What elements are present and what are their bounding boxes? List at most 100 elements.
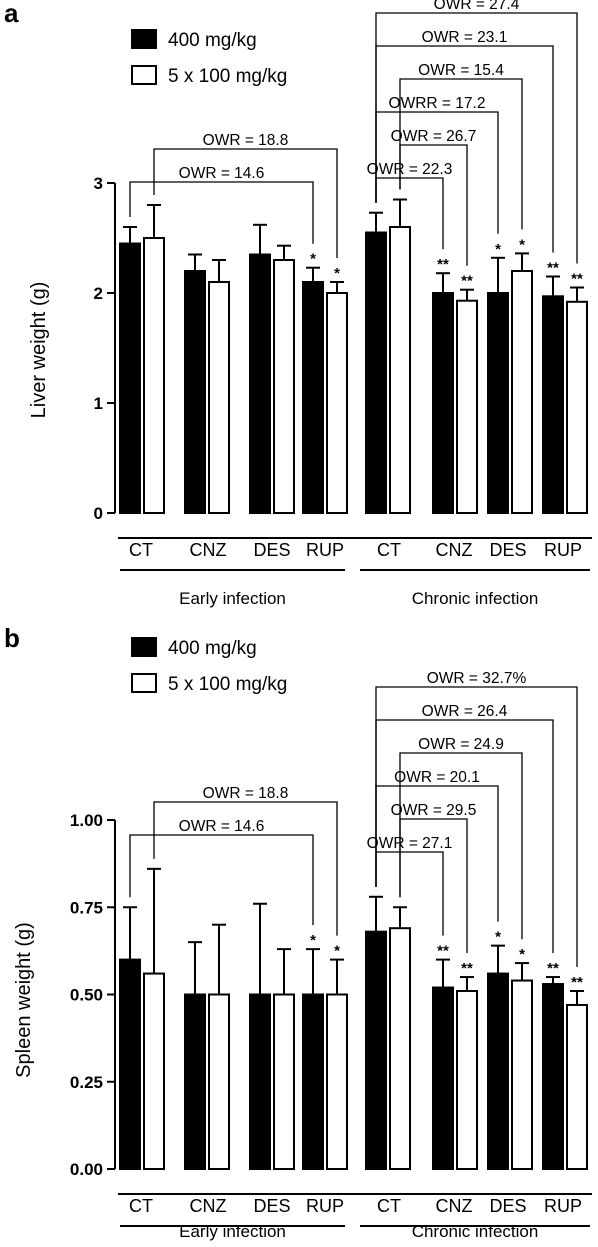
group-label: Early infection: [179, 589, 286, 608]
legend-swatch-400: [131, 29, 157, 49]
bar-400: [184, 993, 206, 1170]
y-tick-label: 3: [94, 174, 103, 193]
x-category-label: DES: [489, 1196, 526, 1216]
x-category-label: RUP: [544, 540, 582, 560]
bar-400: [302, 993, 324, 1170]
owr-label: OWR = 26.4: [422, 703, 508, 720]
owr-label: OWR = 26.7: [391, 128, 477, 145]
comparison-bracket: [129, 181, 314, 244]
owr-label: OWR = 14.6: [179, 818, 265, 835]
significance-star: **: [571, 974, 583, 991]
legend: 400 mg/kg 5 x 100 mg/kg: [131, 637, 287, 695]
significance-star: **: [461, 273, 473, 290]
bar-400: [432, 986, 454, 1170]
owr-label: OWR = 29.5: [391, 802, 477, 819]
bar-5x100: [456, 299, 478, 515]
bar-5x100: [566, 300, 588, 514]
legend: 400 mg/kg 5 x 100 mg/kg: [131, 29, 287, 87]
comparison-bracket: [375, 851, 444, 936]
bar-5x100: [273, 993, 295, 1170]
y-tick-label: 0.75: [70, 898, 103, 917]
bar-400: [302, 281, 324, 514]
bar-5x100: [511, 979, 533, 1171]
plot-area: 0.000.250.500.751.00************CT CNZ DES…: [70, 670, 592, 1241]
bar-400: [432, 292, 454, 514]
y-tick-label: 0.25: [70, 1073, 103, 1092]
bar-5x100: [389, 226, 411, 514]
significance-star: *: [310, 251, 316, 268]
significance-star: **: [547, 960, 559, 977]
significance-star: **: [461, 960, 473, 977]
x-category-label: CNZ: [190, 1196, 227, 1216]
x-category-label: CT: [377, 1196, 401, 1216]
bar-400: [542, 983, 564, 1170]
x-category-label: CNZ: [436, 1196, 473, 1216]
x-category-label: RUP: [544, 1196, 582, 1216]
significance-star: **: [437, 256, 449, 273]
y-tick-label: 2: [94, 284, 103, 303]
bar-400: [487, 972, 509, 1170]
y-axis-title: Spleen weight (g): [13, 922, 35, 1078]
significance-star: *: [519, 946, 525, 963]
significance-star: *: [334, 265, 340, 282]
bar-400: [365, 930, 387, 1170]
group-label: Chronic infection: [412, 589, 539, 608]
y-tick-label: 0.00: [70, 1160, 103, 1179]
owr-label: OWR = 24.9: [418, 736, 504, 753]
bar-5x100: [566, 1003, 588, 1170]
liver-weight-chart: a Liver weight (g) 400 mg/kg 5 x 100 mg/…: [4, 0, 592, 608]
comparison-bracket: [399, 78, 523, 230]
comparison-bracket: [153, 148, 338, 258]
group-label: Early infection: [179, 1222, 286, 1241]
bar-5x100: [511, 270, 533, 514]
x-category-label: RUP: [306, 540, 344, 560]
owr-label: OWR = 27.1: [367, 835, 453, 852]
bar-400: [119, 242, 141, 514]
group-label: Chronic infection: [412, 1222, 539, 1241]
legend-swatch-5x100: [131, 65, 157, 85]
owr-label: OWRR = 17.2: [389, 95, 486, 112]
comparison-bracket: [375, 686, 578, 968]
bar-5x100: [143, 237, 165, 514]
owr-label: OWR = 32.7%: [427, 670, 527, 687]
legend-swatch-5x100: [131, 673, 157, 693]
owr-label: OWR = 20.1: [394, 769, 480, 786]
comparison-bracket: [129, 834, 314, 926]
owr-label: OWR = 14.6: [179, 165, 265, 182]
bar-5x100: [208, 993, 230, 1170]
x-category-label: CNZ: [436, 540, 473, 560]
y-tick-label: 0.50: [70, 986, 103, 1005]
bar-5x100: [208, 281, 230, 514]
bar-400: [249, 253, 271, 514]
bar-5x100: [456, 990, 478, 1171]
x-category-label: CT: [377, 540, 401, 560]
owr-label: OWR = 18.8: [203, 785, 289, 802]
y-tick-label: 0: [94, 504, 103, 523]
comparison-bracket: [375, 111, 499, 234]
bar-400: [542, 295, 564, 514]
y-tick-label: 1: [94, 394, 103, 413]
bar-400: [119, 958, 141, 1170]
comparison-bracket: [375, 177, 444, 250]
panel-letter: a: [4, 0, 19, 28]
legend-label-400: 400 mg/kg: [168, 30, 257, 51]
spleen-weight-chart: b Spleen weight (g) 400 mg/kg 5 x 100 mg…: [4, 623, 592, 1241]
x-category-label: CT: [129, 540, 153, 560]
bar-400: [365, 231, 387, 514]
significance-star: *: [495, 241, 501, 258]
significance-star: *: [334, 943, 340, 960]
owr-label: OWR = 18.8: [203, 132, 289, 149]
bar-5x100: [273, 259, 295, 514]
y-axis-title: Liver weight (g): [28, 282, 50, 419]
significance-star: **: [437, 943, 449, 960]
significance-star: *: [495, 929, 501, 946]
x-category-label: CNZ: [190, 540, 227, 560]
significance-star: *: [310, 932, 316, 949]
bar-5x100: [326, 292, 348, 514]
comparison-bracket: [375, 785, 499, 922]
owr-label: OWR = 23.1: [422, 29, 508, 46]
legend-label-5x100: 5 x 100 mg/kg: [168, 66, 287, 87]
bar-5x100: [326, 993, 348, 1170]
bar-400: [249, 993, 271, 1170]
